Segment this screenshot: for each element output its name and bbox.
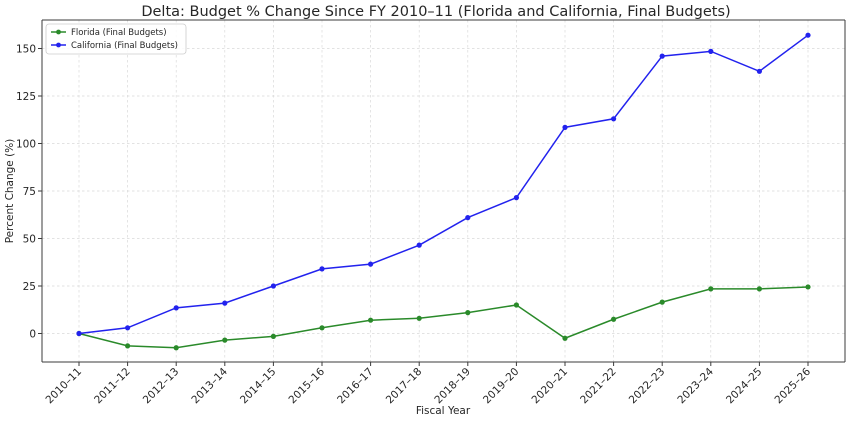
- data-point: [465, 310, 471, 316]
- data-point: [659, 299, 665, 305]
- data-point: [708, 286, 714, 292]
- y-tick-label: 50: [23, 234, 36, 246]
- y-tick-label: 150: [16, 44, 36, 56]
- data-point: [222, 300, 228, 306]
- legend-entry: California (Final Budgets): [71, 41, 178, 51]
- data-point: [805, 284, 811, 290]
- data-point: [173, 345, 179, 351]
- x-tick-label: 2019–20: [481, 366, 522, 407]
- data-point: [319, 325, 325, 331]
- legend-box: [45, 23, 187, 55]
- data-point: [270, 333, 276, 339]
- series-1: [76, 32, 811, 337]
- data-point: [270, 283, 276, 289]
- data-point: [222, 337, 228, 343]
- x-tick-label: 2016–17: [335, 366, 376, 407]
- y-tick-label: 125: [16, 91, 36, 103]
- data-point: [756, 68, 763, 74]
- y-tick-label: 75: [23, 186, 36, 198]
- data-point: [611, 316, 617, 322]
- x-tick-label: 2020–21: [530, 366, 571, 407]
- data-point: [513, 195, 520, 201]
- x-tick-label: 2025–26: [773, 365, 814, 406]
- series-0: [76, 284, 811, 351]
- y-axis-label: Percent Change (%): [4, 139, 16, 244]
- chart-title: Delta: Budget % Change Since FY 2010–11 …: [141, 4, 730, 20]
- data-point: [76, 330, 82, 337]
- data-point: [708, 48, 714, 54]
- data-point: [611, 116, 617, 122]
- y-ticks: 0 25 50 75 100 125 150: [16, 44, 42, 341]
- y-tick-label: 100: [16, 139, 36, 151]
- data-point: [125, 325, 131, 331]
- x-axis-label: Fiscal Year: [416, 405, 471, 417]
- data-point: [513, 302, 520, 308]
- grid: [42, 20, 845, 362]
- legend: Florida (Final Budgets) California (Final…: [45, 23, 187, 55]
- data-point: [416, 315, 422, 321]
- x-tick-label: 2010–11: [44, 366, 85, 407]
- x-tick-label: 2012–13: [141, 366, 182, 407]
- x-ticks: 2010–11 2011–12 2012–13 2013–14 2014–15 2015–…: [44, 362, 814, 407]
- x-tick-label: 2024–25: [724, 366, 765, 407]
- legend-entry: Florida (Final Budgets): [71, 28, 167, 38]
- data-point: [562, 124, 568, 130]
- x-tick-label: 2021–22: [578, 366, 619, 407]
- x-tick-label: 2013–14: [189, 365, 230, 406]
- x-tick-label: 2015–16: [287, 365, 328, 406]
- data-point: [659, 53, 665, 59]
- series-line: [78, 286, 809, 349]
- legend-marker: [56, 29, 61, 35]
- data-point: [805, 32, 811, 38]
- series-layer: [76, 32, 811, 351]
- data-point: [368, 261, 374, 267]
- data-point: [368, 317, 374, 323]
- data-point: [125, 343, 131, 349]
- data-point: [562, 335, 568, 341]
- x-tick-label: 2014–15: [238, 366, 279, 407]
- series-line: [78, 34, 809, 335]
- legend-marker: [56, 42, 61, 48]
- x-tick-label: 2011–12: [92, 366, 133, 407]
- x-tick-label: 2022–23: [627, 366, 668, 407]
- x-tick-label: 2023–24: [675, 365, 716, 406]
- data-point: [173, 305, 179, 311]
- x-tick-label: 2017–18: [384, 366, 425, 407]
- x-tick-label: 2018–19: [432, 366, 473, 407]
- data-point: [756, 286, 763, 292]
- data-point: [465, 215, 471, 221]
- data-point: [416, 242, 422, 248]
- data-point: [319, 266, 325, 272]
- y-tick-label: 25: [23, 281, 36, 293]
- y-tick-label: 0: [29, 329, 36, 341]
